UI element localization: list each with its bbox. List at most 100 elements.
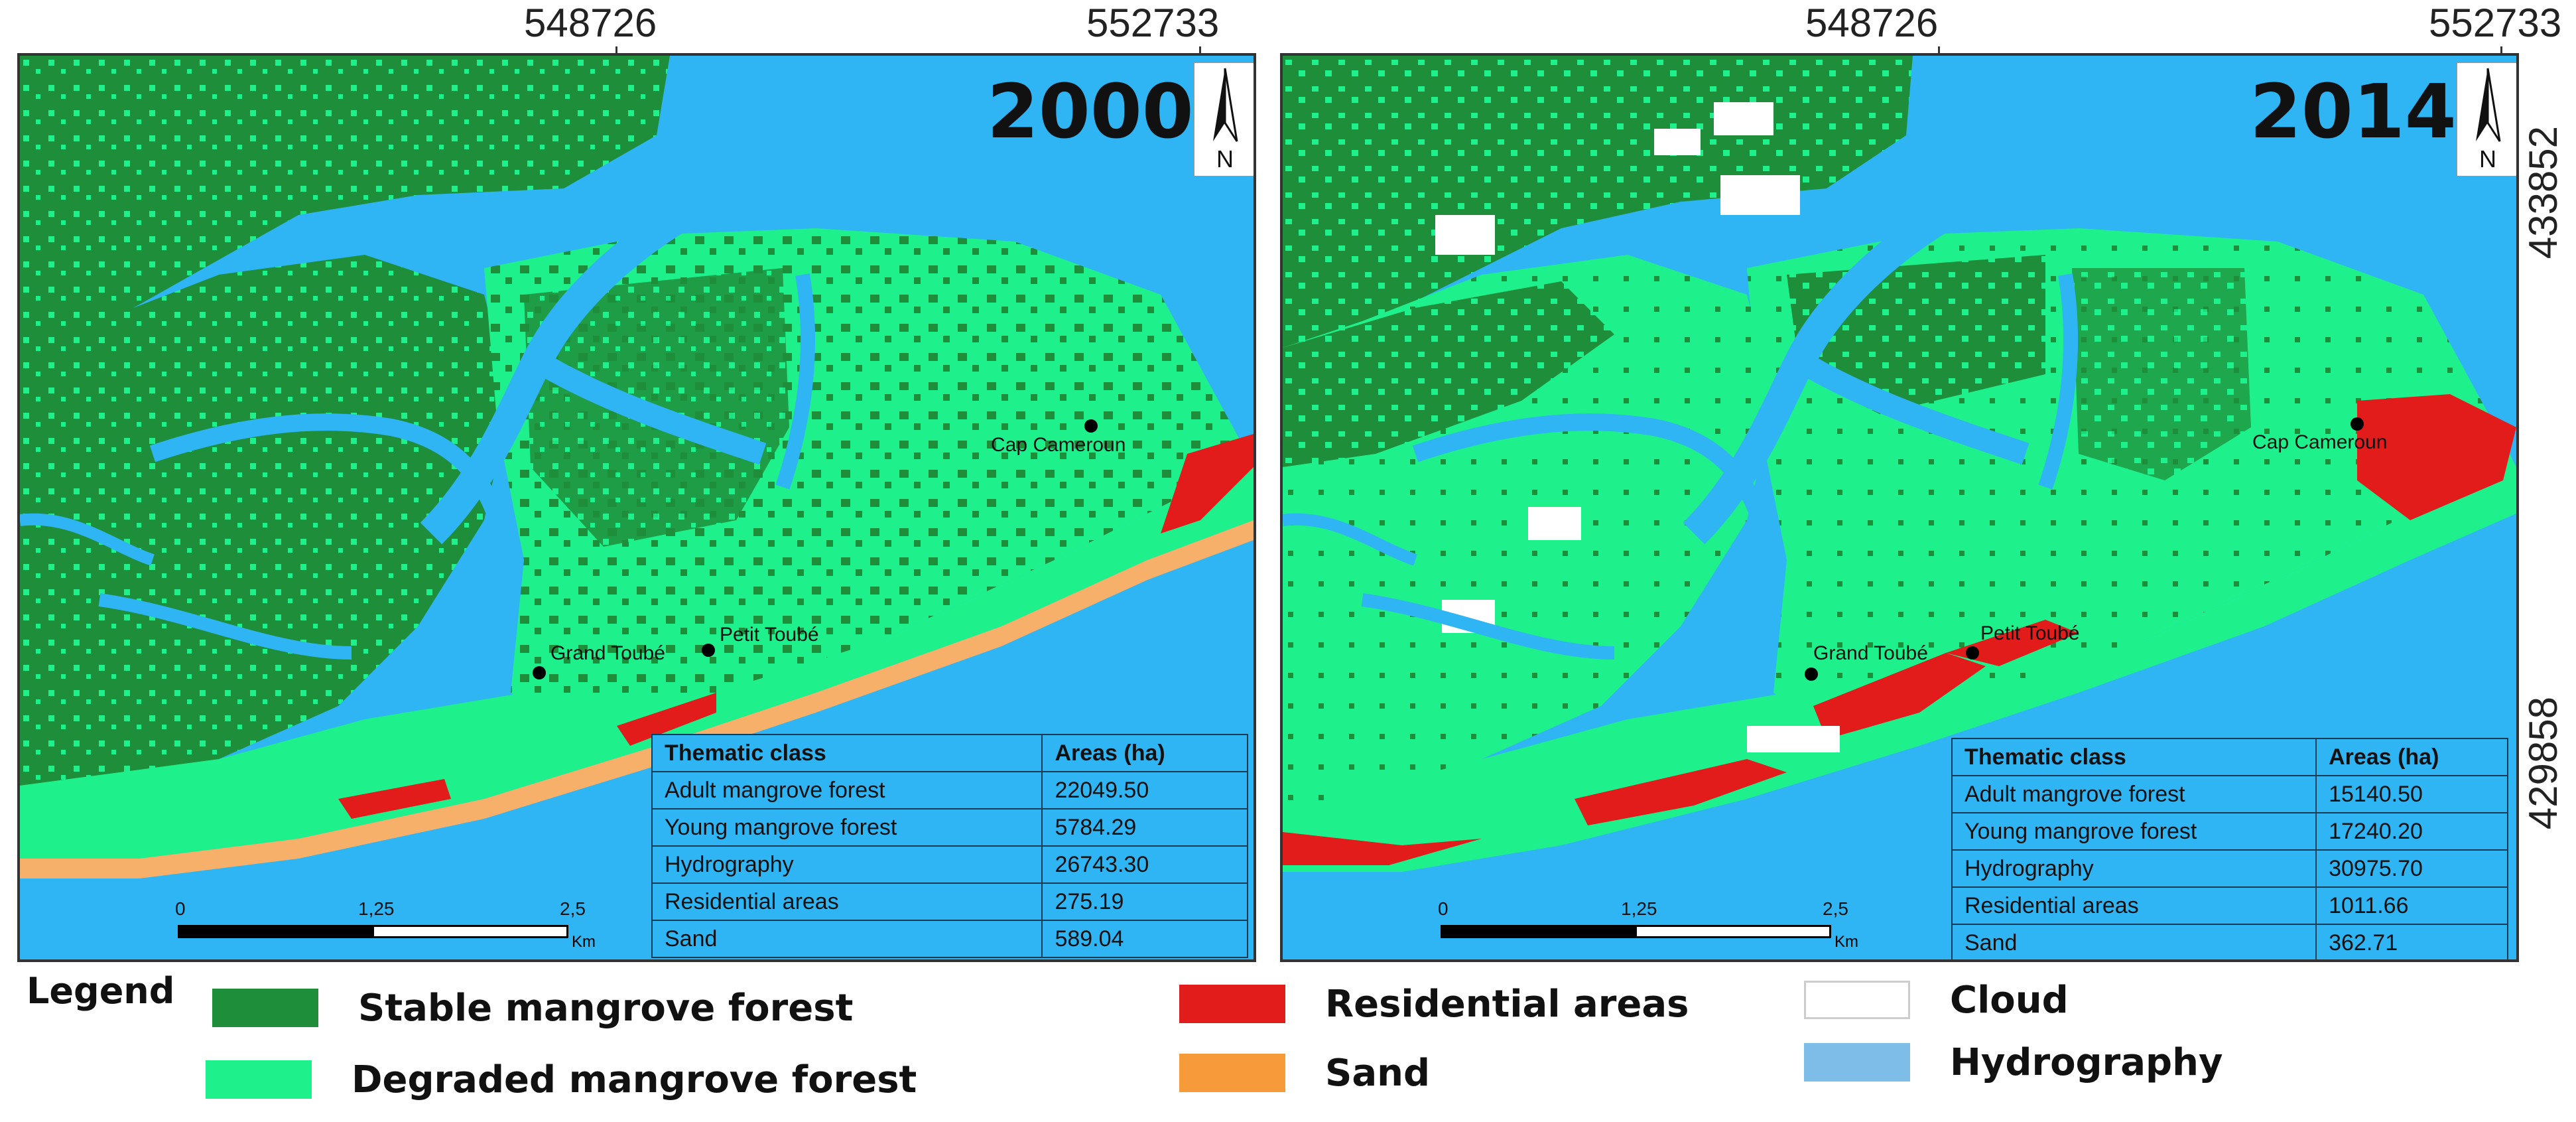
place-marker-grand-toube (1805, 667, 1818, 681)
map-panel-2014: 2014 N Cap Cameroun Grand Toubé Petit To… (1280, 53, 2519, 962)
scale-bar: 0 1,25 2,5 Km (1438, 898, 1858, 958)
y-coordinate-label-2: 429858 (2521, 697, 2565, 830)
map-year-title: 2000 (987, 69, 1194, 155)
x-coordinate-label-3: 548726 (1805, 1, 1939, 45)
area-statistics-table: Thematic class Areas (ha) Adult mangrove… (651, 734, 1248, 958)
table-row: Young mangrove forest 17240.20 (1951, 812, 2508, 851)
place-marker-grand-toube (533, 666, 546, 679)
frame-tick (1199, 46, 1201, 56)
legend-label: Cloud (1950, 978, 2069, 1022)
place-label-petit-toube: Petit Toubé (720, 624, 819, 646)
table-row: Hydrography 26743.30 (651, 845, 1248, 884)
table-cell: Residential areas (1951, 886, 2317, 925)
table-header-row: Thematic class Areas (ha) (1951, 738, 2508, 776)
table-row: Adult mangrove forest 22049.50 (651, 771, 1248, 809)
scale-segment-2 (1635, 925, 1831, 938)
table-row: Sand 589.04 (651, 920, 1248, 958)
north-arrow-icon (1213, 68, 1238, 142)
legend-swatch (1804, 1043, 1910, 1082)
table-cell: Young mangrove forest (1951, 812, 2317, 851)
scale-unit: Km (572, 933, 596, 951)
table-header: Areas (ha) (1041, 734, 1248, 772)
scale-tick-0: 0 (1438, 898, 1449, 919)
map-year-title: 2014 (2250, 69, 2457, 155)
table-cell: Sand (651, 920, 1043, 958)
table-cell: Adult mangrove forest (1951, 775, 2317, 813)
table-cell: Adult mangrove forest (651, 771, 1043, 809)
place-marker-cap-cameroun (2351, 417, 2364, 431)
x-coordinate-label-4: 552733 (2429, 1, 2562, 45)
place-marker-cap-cameroun (1084, 419, 1098, 433)
x-coordinate-label-2: 552733 (1086, 1, 1220, 45)
north-label: N (2479, 145, 2496, 173)
table-header: Thematic class (651, 734, 1043, 772)
legend-swatch (206, 1060, 312, 1099)
legend-label: Stable mangrove forest (358, 986, 854, 1030)
place-label-petit-toube: Petit Toubé (1980, 622, 2080, 644)
table-row: Sand 362.71 (1951, 924, 2508, 959)
north-label: N (1216, 145, 1234, 173)
north-arrow: N (1194, 62, 1254, 176)
scale-tick-1: 1,25 (1621, 898, 1657, 919)
table-cell: 26743.30 (1041, 845, 1248, 884)
frame-tick (2500, 46, 2502, 56)
scale-tick-2: 2,5 (560, 898, 586, 919)
legend-item-residential: Residential areas (1179, 981, 1689, 1027)
legend-swatch (1179, 985, 1285, 1023)
table-cell: 15140.50 (2315, 775, 2508, 813)
table-row: Young mangrove forest 5784.29 (651, 808, 1248, 847)
legend-swatch (1179, 1054, 1285, 1092)
place-marker-petit-toube (702, 644, 715, 657)
table-cell: Hydrography (1951, 849, 2317, 888)
legend-label: Sand (1325, 1051, 1431, 1095)
place-marker-petit-toube (1966, 646, 1979, 660)
scale-segment-1 (178, 925, 374, 938)
table-header: Thematic class (1951, 738, 2317, 776)
y-coordinate-label-1: 433852 (2521, 126, 2565, 259)
legend-item-sand: Sand (1179, 1050, 1430, 1096)
table-cell: 5784.29 (1041, 808, 1248, 847)
legend-title: Legend (27, 970, 175, 1012)
scale-unit: Km (1835, 933, 1858, 951)
table-cell: 1011.66 (2315, 886, 2508, 925)
place-label-cap-cameroun: Cap Cameroun (2252, 431, 2388, 453)
table-cell: Young mangrove forest (651, 808, 1043, 847)
legend-label: Residential areas (1325, 982, 1689, 1026)
table-header-row: Thematic class Areas (ha) (651, 734, 1248, 772)
table-cell: 275.19 (1041, 882, 1248, 921)
place-label-grand-toube: Grand Toubé (1813, 642, 1928, 664)
table-cell: Residential areas (651, 882, 1043, 921)
x-coordinate-label-1: 548726 (524, 1, 657, 45)
table-cell: Sand (1951, 924, 2317, 959)
place-label-cap-cameroun: Cap Cameroun (991, 434, 1126, 456)
scale-bar: 0 1,25 2,5 Km (175, 898, 596, 958)
scale-segment-2 (372, 925, 568, 938)
table-cell: 589.04 (1041, 920, 1248, 958)
legend-item-degraded-mangrove: Degraded mangrove forest (206, 1056, 917, 1103)
north-arrow: N (2457, 62, 2516, 176)
frame-tick (615, 46, 617, 56)
legend-item-stable-mangrove: Stable mangrove forest (212, 985, 853, 1031)
scale-tick-1: 1,25 (358, 898, 395, 919)
scale-tick-2: 2,5 (1823, 898, 1848, 919)
table-cell: 30975.70 (2315, 849, 2508, 888)
legend-label: Degraded mangrove forest (352, 1058, 917, 1101)
table-row: Residential areas 1011.66 (1951, 886, 2508, 925)
legend-item-cloud: Cloud (1804, 977, 2069, 1023)
scale-segment-1 (1441, 925, 1637, 938)
frame-tick (1938, 46, 1940, 56)
legend-label: Hydrography (1950, 1040, 2223, 1084)
place-label-grand-toube: Grand Toubé (550, 642, 665, 664)
legend-swatch (212, 989, 318, 1027)
land-cover-map-2000 (20, 56, 1254, 959)
area-statistics-table: Thematic class Areas (ha) Adult mangrove… (1951, 738, 2508, 959)
table-row: Residential areas 275.19 (651, 882, 1248, 921)
table-header: Areas (ha) (2315, 738, 2508, 776)
table-cell: 17240.20 (2315, 812, 2508, 851)
table-cell: Hydrography (651, 845, 1043, 884)
table-row: Hydrography 30975.70 (1951, 849, 2508, 888)
legend-swatch (1804, 981, 1910, 1019)
table-row: Adult mangrove forest 15140.50 (1951, 775, 2508, 813)
scale-tick-0: 0 (175, 898, 186, 919)
table-cell: 22049.50 (1041, 771, 1248, 809)
